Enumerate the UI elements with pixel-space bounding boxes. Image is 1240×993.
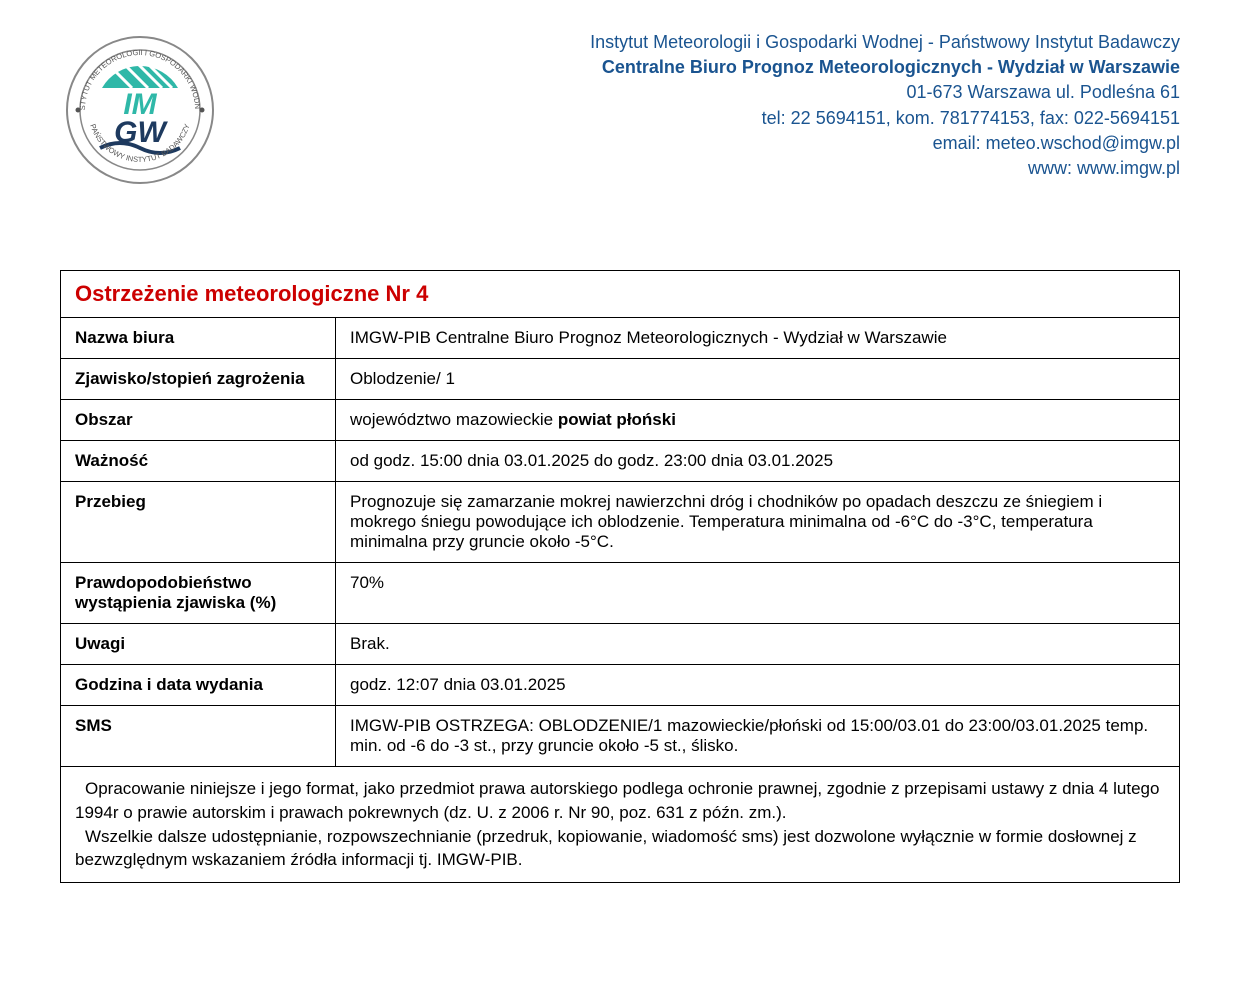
document-header: IM GW INSTYTUT METEOROLOGII I GOSPODARKI… [60, 30, 1180, 190]
warning-table: Ostrzeżenie meteorologiczne Nr 4 Nazwa b… [60, 270, 1180, 883]
issued-value: godz. 12:07 dnia 03.01.2025 [336, 665, 1180, 706]
institute-name: Instytut Meteorologii i Gospodarki Wodne… [590, 30, 1180, 55]
address-line: 01-673 Warszawa ul. Podleśna 61 [590, 80, 1180, 105]
validity-label: Ważność [61, 441, 336, 482]
area-bold: powiat płoński [558, 410, 676, 429]
phenomenon-row: Zjawisko/stopień zagrożenia Oblodzenie/ … [61, 359, 1180, 400]
title-cell: Ostrzeżenie meteorologiczne Nr 4 [61, 271, 1180, 318]
phenomenon-value: Oblodzenie/ 1 [336, 359, 1180, 400]
notes-value: Brak. [336, 624, 1180, 665]
area-value: województwo mazowieckie powiat płoński [336, 400, 1180, 441]
footer-p2: Wszelkie dalsze udostępnianie, rozpowsze… [75, 825, 1165, 873]
probability-value: 70% [336, 563, 1180, 624]
imgw-logo: IM GW INSTYTUT METEOROLOGII I GOSPODARKI… [60, 30, 220, 190]
footer-p1: Opracowanie niniejsze i jego format, jak… [75, 777, 1165, 825]
issued-label: Godzina i data wydania [61, 665, 336, 706]
office-value: IMGW-PIB Centralne Biuro Prognoz Meteoro… [336, 318, 1180, 359]
footer-row: Opracowanie niniejsze i jego format, jak… [61, 767, 1180, 883]
course-value: Prognozuje się zamarzanie mokrej nawierz… [336, 482, 1180, 563]
warning-title: Ostrzeżenie meteorologiczne Nr 4 [75, 281, 428, 306]
course-label: Przebieg [61, 482, 336, 563]
email-line: email: meteo.wschod@imgw.pl [590, 131, 1180, 156]
phenomenon-label: Zjawisko/stopień zagrożenia [61, 359, 336, 400]
probability-label: Prawdopodobieństwo wystąpienia zjawiska … [61, 563, 336, 624]
course-row: Przebieg Prognozuje się zamarzanie mokre… [61, 482, 1180, 563]
notes-row: Uwagi Brak. [61, 624, 1180, 665]
notes-label: Uwagi [61, 624, 336, 665]
probability-row: Prawdopodobieństwo wystąpienia zjawiska … [61, 563, 1180, 624]
validity-row: Ważność od godz. 15:00 dnia 03.01.2025 d… [61, 441, 1180, 482]
header-text-block: Instytut Meteorologii i Gospodarki Wodne… [590, 30, 1180, 181]
footer-cell: Opracowanie niniejsze i jego format, jak… [61, 767, 1180, 883]
bureau-name: Centralne Biuro Prognoz Meteorologicznyc… [590, 55, 1180, 80]
issued-row: Godzina i data wydania godz. 12:07 dnia … [61, 665, 1180, 706]
office-row: Nazwa biura IMGW-PIB Centralne Biuro Pro… [61, 318, 1180, 359]
sms-value: IMGW-PIB OSTRZEGA: OBLODZENIE/1 mazowiec… [336, 706, 1180, 767]
www-line: www: www.imgw.pl [590, 156, 1180, 181]
area-row: Obszar województwo mazowieckie powiat pł… [61, 400, 1180, 441]
title-row: Ostrzeżenie meteorologiczne Nr 4 [61, 271, 1180, 318]
office-label: Nazwa biura [61, 318, 336, 359]
sms-label: SMS [61, 706, 336, 767]
area-prefix: województwo mazowieckie [350, 410, 558, 429]
validity-value: od godz. 15:00 dnia 03.01.2025 do godz. … [336, 441, 1180, 482]
sms-row: SMS IMGW-PIB OSTRZEGA: OBLODZENIE/1 mazo… [61, 706, 1180, 767]
phone-line: tel: 22 5694151, kom. 781774153, fax: 02… [590, 106, 1180, 131]
area-label: Obszar [61, 400, 336, 441]
